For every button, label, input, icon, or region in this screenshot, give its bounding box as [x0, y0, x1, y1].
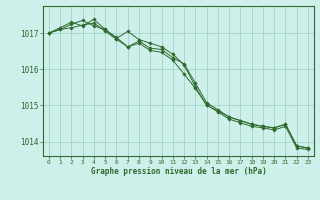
X-axis label: Graphe pression niveau de la mer (hPa): Graphe pression niveau de la mer (hPa) — [91, 167, 266, 176]
